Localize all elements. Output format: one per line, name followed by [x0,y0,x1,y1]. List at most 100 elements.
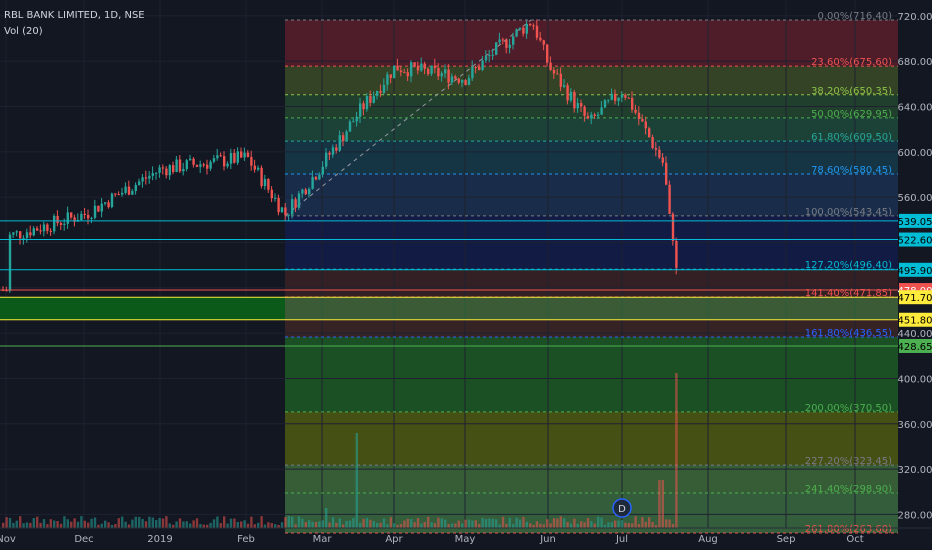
candle-body [151,173,154,176]
candle-body [93,205,97,218]
candle-body [161,167,165,169]
volume-bar [216,516,219,528]
volume-bar [263,524,267,528]
candle-body [352,121,355,123]
candle-body [464,80,467,85]
volume-bar [277,524,280,528]
time-tick-label: Mar [313,534,333,545]
horizontal-price-levels[interactable]: 539.05522.60495.90478.00471.70451.80428.… [0,213,932,353]
candle-body [495,42,498,55]
support-zone-rect [0,297,285,320]
time-axis[interactable]: Nov Dec 2019 Feb Mar Apr May Jun Jul Aug Sep Oct [0,527,932,545]
candle-body [277,197,280,213]
candle-body [110,193,114,208]
volume-bar [593,523,596,528]
volume-bar [665,519,668,528]
volume-bar [491,518,494,528]
volume-bar [253,524,256,528]
symbol-title: RBL BANK LIMITED, 1D, NSE [4,10,145,21]
candle-body [410,62,413,77]
volume-bar [297,516,301,528]
candle-body [148,175,151,179]
candle-body [321,166,324,175]
volume-bar [209,522,212,528]
fib-level-label: 78.60%(580.45) [811,165,892,176]
candle-body [393,65,396,79]
volume-bar [372,520,375,528]
candle-body [661,157,664,163]
volume-bar [644,521,647,528]
candle-body [287,214,290,216]
candle-body [654,148,658,150]
dividend-marker[interactable]: D [612,498,632,518]
candle-body [100,203,103,212]
candle-body [501,39,505,41]
volume-bar [600,517,603,528]
volume-bar [212,519,216,528]
volume-bar [63,516,66,528]
fib-zone-band [285,465,898,493]
candle-body [294,199,297,208]
candle-body [104,202,107,204]
candle-body [301,189,304,194]
volume-bar [19,516,22,528]
fib-level-label: 38.20%(650.35) [811,86,892,97]
volume-bar [393,523,396,528]
volume-bar [331,517,335,528]
volume-bar [117,518,120,528]
volume-bar [100,523,103,528]
candle-body [569,91,573,101]
volume-bar [376,522,379,528]
candle-body [406,72,409,77]
fib-level-label: 23.60%(675.60) [811,57,892,68]
price-axis[interactable]: 280.00 320.00 360.00 400.00 440.00 560.00 600.… [898,0,932,550]
volume-bar [620,520,624,528]
candle-body [90,217,93,219]
candle-body [226,163,229,167]
candle-body [461,80,464,83]
candle-body [250,156,253,166]
volume-bar [46,524,49,528]
volume-bar [546,519,549,528]
candle-body [535,25,539,38]
volume-bar [260,516,263,528]
volume-bar [168,523,171,528]
candle-body [216,155,219,159]
candle-body [522,27,525,34]
candle-body [450,76,454,83]
volume-bar [498,524,501,528]
candle-body [471,66,474,79]
candle-body [566,85,569,101]
volume-bar [342,524,345,528]
volume-bar [369,519,372,528]
volume-bar [274,524,277,528]
candle-body [665,162,668,185]
volume-bar [202,524,205,528]
time-tick-label: Feb [237,534,255,545]
fib-zone-band [285,411,898,466]
time-tick-label: Aug [698,534,718,545]
candle-body [675,240,678,268]
volume-bar [80,516,83,528]
candle-body [590,114,593,119]
volume-bar [291,516,294,528]
candle-body [532,25,535,27]
candle-body [308,188,311,195]
time-tick-label: 2019 [147,534,172,545]
volume-bar [348,520,352,528]
candle-body [413,62,416,67]
volume-bar [121,516,124,528]
price-tick-label: 720.00 [898,12,932,23]
fib-zone-band [285,141,898,174]
volume-bar [206,524,209,528]
volume-bar [83,520,86,528]
volume-bar [138,516,141,528]
candle-body [457,78,460,83]
candle-body [359,103,362,117]
candle-body [600,107,603,115]
volume-bar [403,520,406,528]
fib-level-label: 127.20%(496.40) [805,260,892,271]
volume-bar [328,522,331,528]
volume-bar [325,508,328,528]
